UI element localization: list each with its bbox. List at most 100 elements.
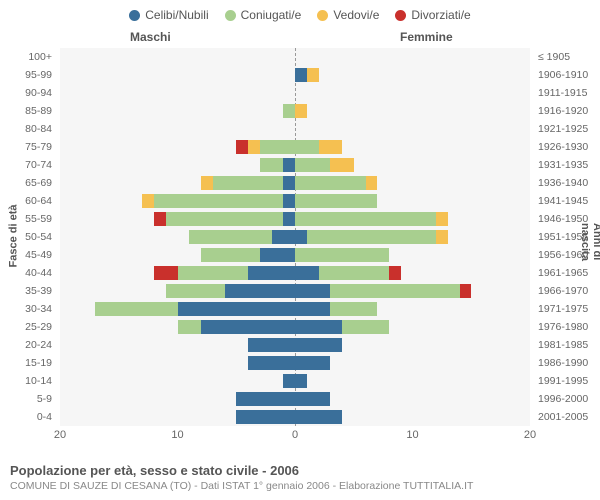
chart-title: Popolazione per età, sesso e stato civil… [10,463,590,478]
legend-dot [395,10,406,21]
age-label: 100+ [0,52,56,63]
age-label: 65-69 [0,178,56,189]
segment [154,194,283,208]
birth-label: 2001-2005 [534,412,596,423]
segment [236,410,295,424]
pyramid-row [60,320,530,334]
pyramid-row [60,392,530,406]
pyramid-row [60,176,530,190]
segment [436,212,448,226]
pyramid-chart [60,48,530,426]
segment [283,176,295,190]
female-bar [295,140,530,154]
birth-label: 1936-1940 [534,178,596,189]
birth-label: ≤ 1905 [534,52,596,63]
pyramid-row [60,356,530,370]
pyramid-row [60,104,530,118]
age-label: 70-74 [0,160,56,171]
female-bar [295,212,530,226]
birth-label: 1976-1980 [534,322,596,333]
segment [283,212,295,226]
segment [295,176,366,190]
legend-label: Coniugati/e [241,8,302,22]
segment [248,338,295,352]
segment [166,212,284,226]
legend-dot [129,10,140,21]
segment [330,284,459,298]
segment [295,212,436,226]
female-bar [295,392,530,406]
female-bar [295,230,530,244]
legend-item: Celibi/Nubili [129,8,208,22]
segment [178,266,249,280]
male-bar [60,104,295,118]
male-bar [60,50,295,64]
segment [295,266,319,280]
segment [178,320,202,334]
segment [260,248,295,262]
segment [201,320,295,334]
segment [330,158,354,172]
segment [366,176,378,190]
pyramid-row [60,248,530,262]
pyramid-row [60,212,530,226]
segment [201,248,260,262]
segment [166,284,225,298]
age-label: 35-39 [0,286,56,297]
age-label: 55-59 [0,214,56,225]
segment [283,104,295,118]
birth-label: 1926-1930 [534,142,596,153]
age-label: 80-84 [0,124,56,135]
segment [248,140,260,154]
pyramid-row [60,374,530,388]
male-bar [60,158,295,172]
male-bar [60,266,295,280]
pyramid-row [60,50,530,64]
age-label: 20-24 [0,340,56,351]
male-bar [60,302,295,316]
segment [95,302,177,316]
segment [283,194,295,208]
male-bar [60,356,295,370]
legend-dot [317,10,328,21]
pyramid-row [60,410,530,424]
female-bar [295,194,530,208]
birth-label: 1991-1995 [534,376,596,387]
y-axis-right: ≤ 19051906-19101911-19151916-19201921-19… [534,48,596,426]
male-bar [60,284,295,298]
segment [295,158,330,172]
segment [260,158,284,172]
segment [307,68,319,82]
segment [295,374,307,388]
legend-label: Vedovi/e [333,8,379,22]
legend-item: Vedovi/e [317,8,379,22]
segment [319,266,390,280]
legend-item: Coniugati/e [225,8,302,22]
segment [295,230,307,244]
pyramid-row [60,266,530,280]
segment [142,194,154,208]
male-bar [60,374,295,388]
segment [307,230,436,244]
legend-dot [225,10,236,21]
segment [295,68,307,82]
male-bar [60,392,295,406]
birth-label: 1941-1945 [534,196,596,207]
male-bar [60,410,295,424]
birth-label: 1946-1950 [534,214,596,225]
x-tick: 20 [54,429,66,441]
female-bar [295,104,530,118]
segment [295,320,342,334]
segment [248,356,295,370]
male-bar [60,176,295,190]
female-bar [295,86,530,100]
pyramid-row [60,140,530,154]
birth-label: 1981-1985 [534,340,596,351]
segment [295,356,330,370]
segment [260,140,295,154]
male-bar [60,194,295,208]
segment [295,392,330,406]
segment [295,284,330,298]
birth-label: 1931-1935 [534,160,596,171]
pyramid-row [60,284,530,298]
